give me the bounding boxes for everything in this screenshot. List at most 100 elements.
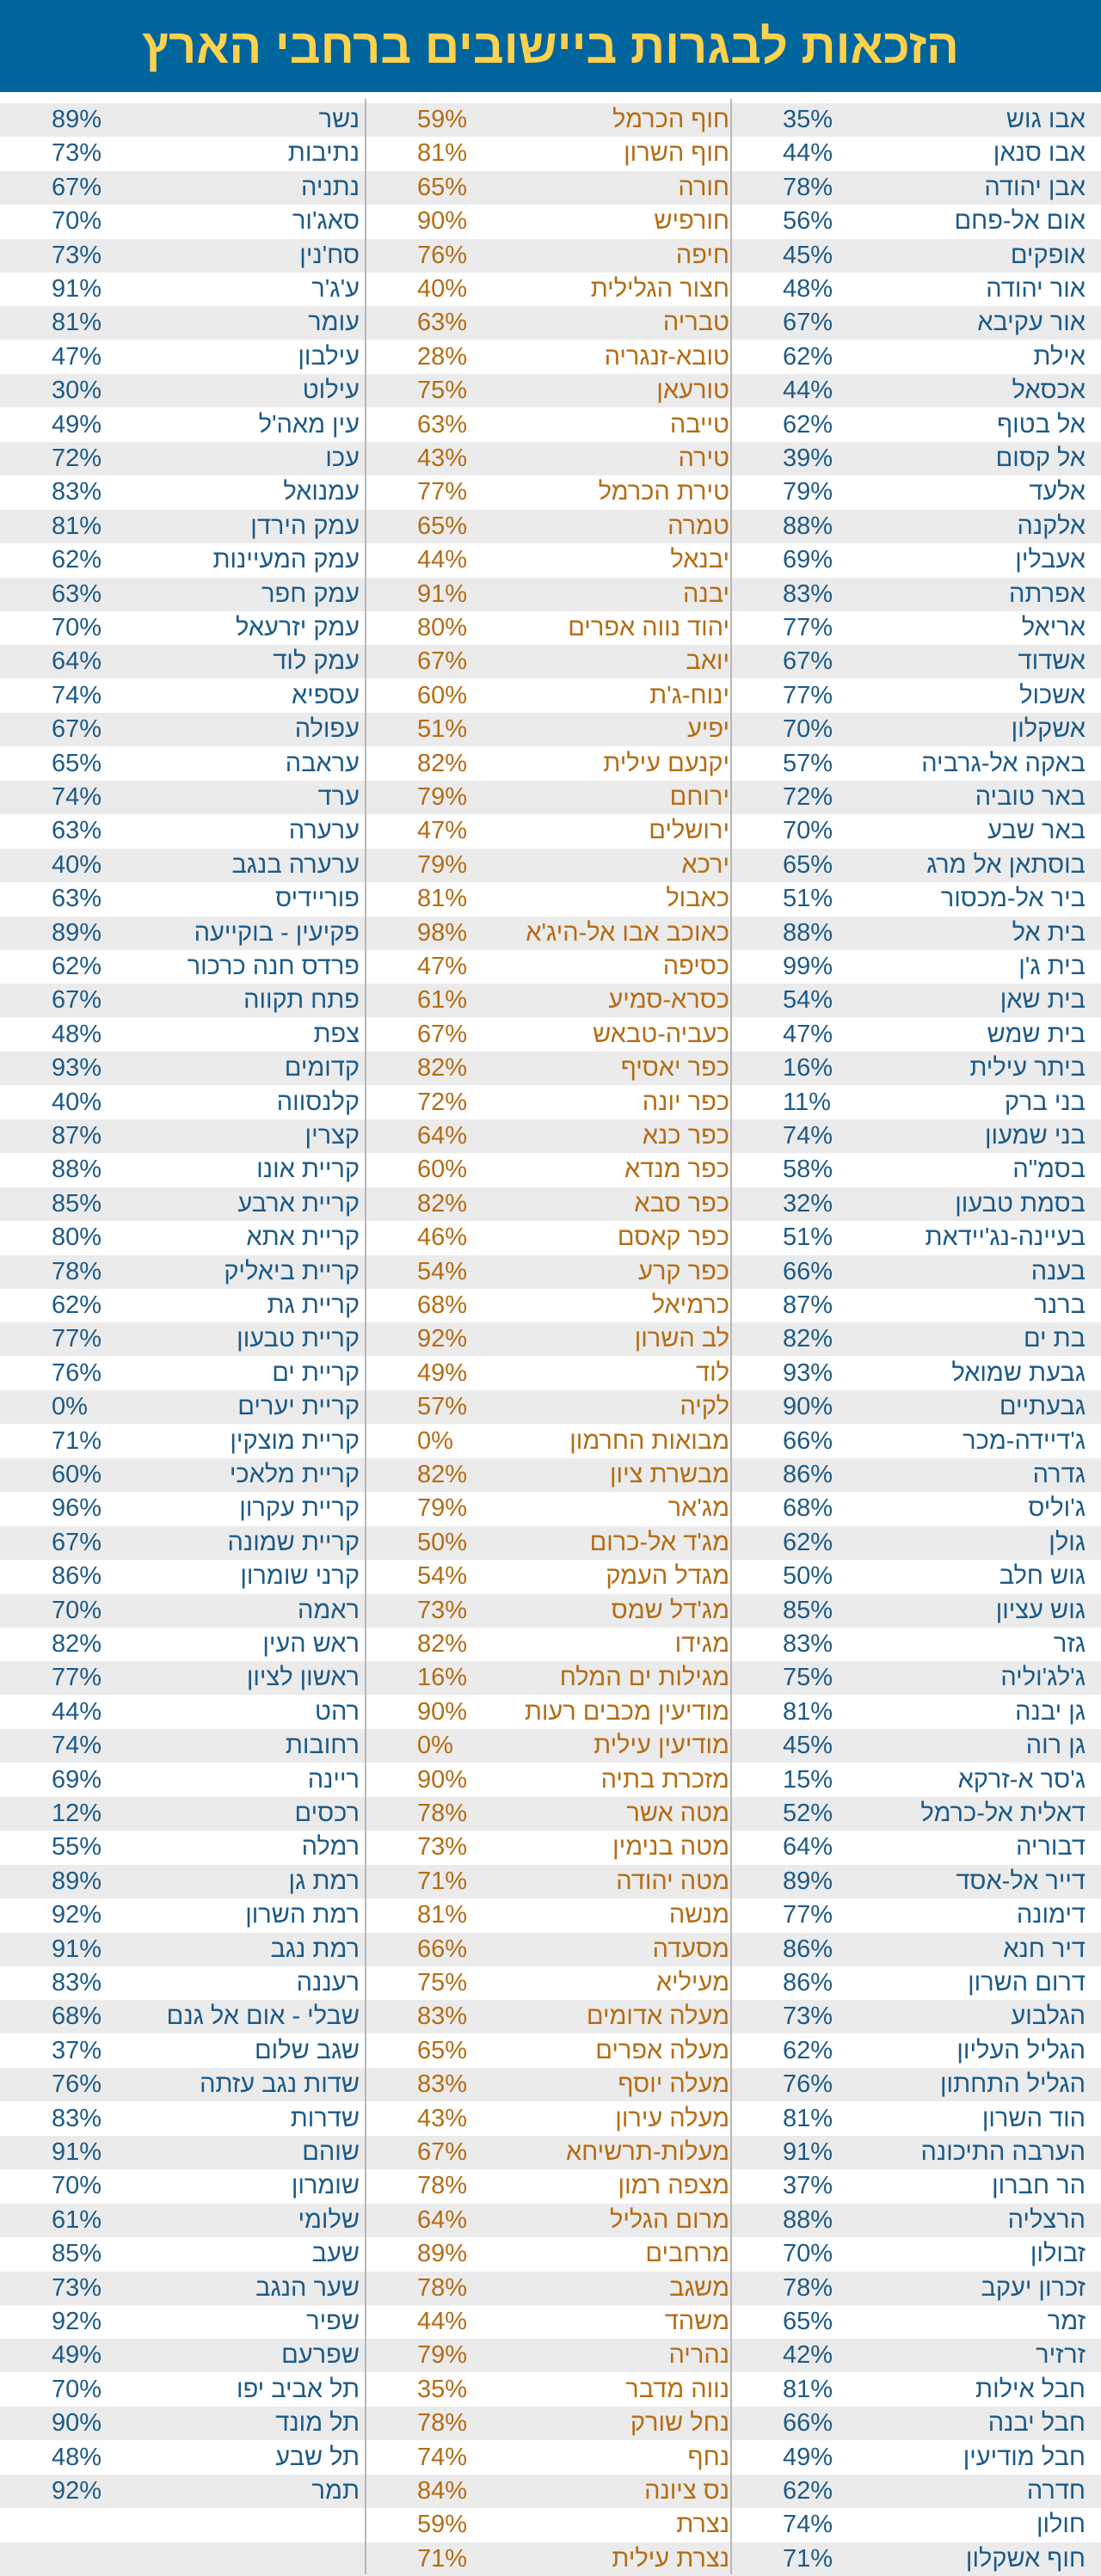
eligibility-percent: 47% bbox=[417, 953, 468, 980]
eligibility-percent: 63% bbox=[417, 410, 468, 439]
locality-name: הגליל התחתון bbox=[940, 2070, 1086, 2099]
row-stripe bbox=[0, 2136, 1101, 2169]
locality-name: הגלבוע bbox=[1011, 2003, 1086, 2031]
locality-name: שעב bbox=[311, 2240, 360, 2268]
eligibility-percent: 37% bbox=[52, 2036, 102, 2064]
locality-name: נצרת עילית bbox=[612, 2544, 729, 2573]
locality-name: מעלה יוסף bbox=[618, 2070, 729, 2099]
locality-name: טייבה bbox=[669, 410, 729, 439]
locality-name: מטה יהודה bbox=[616, 1867, 729, 1895]
locality-name: מרחבים bbox=[645, 2240, 729, 2268]
eligibility-percent: 15% bbox=[783, 1765, 833, 1794]
eligibility-percent: 16% bbox=[417, 1664, 468, 1692]
eligibility-percent: 89% bbox=[52, 1867, 102, 1895]
eligibility-percent: 64% bbox=[417, 2205, 468, 2234]
eligibility-percent: 35% bbox=[783, 106, 833, 133]
eligibility-percent: 40% bbox=[52, 1088, 102, 1116]
locality-name: זמר bbox=[1047, 2308, 1086, 2335]
locality-name: הערבה התיכונה bbox=[920, 2138, 1086, 2166]
locality-name: רמת נגב bbox=[270, 1935, 360, 1963]
eligibility-percent: 68% bbox=[417, 1291, 468, 1319]
row-stripe bbox=[0, 1322, 1101, 1357]
eligibility-percent: 40% bbox=[52, 850, 102, 879]
locality-name: מטה אשר bbox=[626, 1800, 729, 1827]
locality-name: חוף השרון bbox=[624, 139, 729, 168]
eligibility-percent: 65% bbox=[417, 173, 468, 201]
row-stripe bbox=[0, 577, 1101, 611]
locality-name: מגילות ים המלח bbox=[559, 1664, 729, 1692]
locality-name: קדומים bbox=[284, 1054, 360, 1083]
locality-name: באר שבע bbox=[987, 817, 1086, 845]
locality-name: כפר סבא bbox=[634, 1189, 729, 1217]
locality-name: כפר קרע bbox=[638, 1257, 729, 1285]
locality-name: טובא-זנגריה bbox=[604, 342, 729, 371]
eligibility-percent: 86% bbox=[783, 1461, 833, 1488]
locality-name: הגליל העליון bbox=[956, 2036, 1086, 2064]
locality-name: ראשון לציון bbox=[246, 1664, 360, 1692]
locality-name: משהד bbox=[664, 2308, 729, 2335]
row-stripe bbox=[0, 442, 1101, 475]
eligibility-percent: 78% bbox=[417, 2172, 468, 2200]
eligibility-percent: 73% bbox=[417, 1596, 468, 1624]
locality-name: דבוריה bbox=[1016, 1833, 1086, 1861]
locality-name: רמלה bbox=[301, 1833, 360, 1861]
eligibility-percent: 85% bbox=[783, 1596, 833, 1624]
eligibility-percent: 64% bbox=[52, 647, 102, 676]
locality-name: בעיינה-נג'יידאת bbox=[925, 1224, 1086, 1252]
eligibility-percent: 44% bbox=[783, 377, 833, 405]
locality-name: יהוד נווה אפרים bbox=[568, 614, 729, 641]
row-stripe bbox=[0, 170, 1101, 205]
eligibility-percent: 80% bbox=[417, 614, 468, 641]
eligibility-percent: 70% bbox=[52, 2172, 102, 2200]
eligibility-percent: 75% bbox=[417, 377, 468, 405]
eligibility-percent: 73% bbox=[52, 241, 102, 269]
locality-name: ג'לג'וליה bbox=[1000, 1664, 1086, 1692]
locality-name: גבעתיים bbox=[999, 1393, 1086, 1421]
locality-name: ערערה bbox=[288, 817, 360, 845]
eligibility-percent: 32% bbox=[783, 1189, 833, 1217]
eligibility-percent: 43% bbox=[417, 2104, 468, 2132]
eligibility-percent: 63% bbox=[52, 885, 102, 913]
eligibility-percent: 89% bbox=[52, 918, 102, 947]
eligibility-percent: 48% bbox=[783, 275, 833, 303]
eligibility-percent: 70% bbox=[783, 817, 833, 845]
eligibility-percent: 67% bbox=[52, 986, 102, 1015]
eligibility-percent: 68% bbox=[52, 2003, 102, 2031]
eligibility-percent: 82% bbox=[783, 1325, 833, 1353]
locality-name: כעביה-טבאש bbox=[593, 1020, 729, 1048]
row-stripe bbox=[0, 713, 1101, 747]
locality-name: אבן יהודה bbox=[984, 173, 1086, 201]
locality-name: קריית ביאליק bbox=[224, 1257, 360, 1285]
eligibility-percent: 80% bbox=[52, 1224, 102, 1252]
eligibility-percent: 48% bbox=[52, 1020, 102, 1048]
eligibility-percent: 87% bbox=[783, 1291, 833, 1319]
row-stripe bbox=[0, 2339, 1101, 2373]
locality-name: יבנאל bbox=[670, 546, 729, 574]
locality-name: עספיא bbox=[291, 681, 360, 709]
locality-name: דרום השרון bbox=[968, 1969, 1086, 1996]
row-stripe bbox=[0, 103, 1101, 137]
eligibility-percent: 40% bbox=[417, 275, 468, 303]
eligibility-percent: 76% bbox=[783, 2070, 833, 2099]
eligibility-percent: 70% bbox=[783, 715, 833, 744]
eligibility-percent: 82% bbox=[52, 1630, 102, 1658]
eligibility-percent: 11% bbox=[783, 1088, 831, 1116]
locality-name: בית שאן bbox=[1000, 986, 1086, 1015]
eligibility-percent: 66% bbox=[417, 1935, 468, 1963]
eligibility-percent: 44% bbox=[783, 139, 833, 168]
eligibility-percent: 91% bbox=[783, 2138, 833, 2166]
locality-name: מסעדה bbox=[652, 1935, 729, 1963]
locality-name: ברנר bbox=[1034, 1291, 1086, 1319]
eligibility-percent: 92% bbox=[417, 1325, 468, 1353]
locality-name: רחובות bbox=[285, 1732, 360, 1760]
eligibility-percent: 52% bbox=[783, 1800, 833, 1827]
locality-name: ראש העין bbox=[262, 1630, 360, 1658]
eligibility-percent: 81% bbox=[783, 2104, 833, 2132]
locality-name: הוד השרון bbox=[981, 2104, 1086, 2132]
locality-name: עמק יזרעאל bbox=[236, 614, 360, 641]
eligibility-percent: 65% bbox=[783, 850, 833, 879]
locality-name: קריית אונו bbox=[256, 1156, 360, 1184]
locality-name: זרזיר bbox=[1036, 2341, 1086, 2370]
eligibility-percent: 64% bbox=[417, 1122, 468, 1150]
locality-name: ביתר עילית bbox=[969, 1054, 1086, 1083]
